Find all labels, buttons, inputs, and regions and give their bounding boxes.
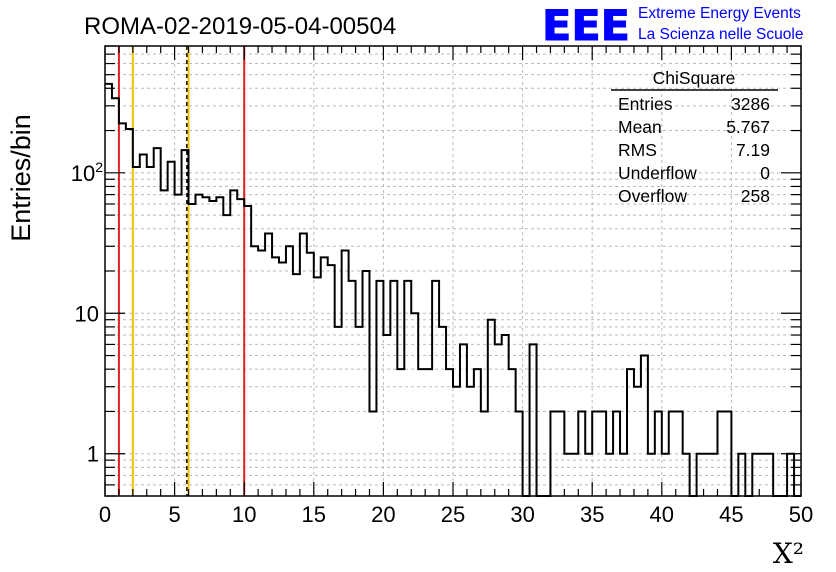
x-tick-label: 0 <box>99 502 111 527</box>
y-tick-label: 102 <box>71 159 103 186</box>
eee-logo: EEE Extreme Energy Events La Scienza nel… <box>542 1 804 51</box>
x-axis-label: X² <box>773 537 804 570</box>
stats-box: ChiSquare Entries 3286 Mean 5.767 RMS 7.19 Und… <box>611 68 778 206</box>
x-tick-label: 45 <box>719 502 743 527</box>
x-tick-label: 20 <box>371 502 395 527</box>
stats-label: RMS <box>618 140 657 160</box>
y-tick-labels: 1 10 102 <box>71 159 103 467</box>
x-tick-labels: 0 5 10 15 20 25 30 35 40 45 50 <box>99 502 813 527</box>
x-tick-label: 30 <box>510 502 534 527</box>
stats-label: Underflow <box>618 163 697 183</box>
logo-line-1: Extreme Energy Events <box>638 5 801 22</box>
histogram-outline <box>105 82 801 497</box>
stats-value: 258 <box>741 186 770 206</box>
stats-label: Entries <box>618 94 673 114</box>
x-tick-label: 25 <box>441 502 465 527</box>
x-tick-label: 35 <box>580 502 604 527</box>
stats-label: Mean <box>618 117 662 137</box>
stats-value: 0 <box>760 163 770 183</box>
y-tick-label: 10 <box>75 301 99 326</box>
x-tick-label: 10 <box>232 502 256 527</box>
x-tick-label: 50 <box>789 502 813 527</box>
stats-label: Overflow <box>618 186 687 206</box>
logo-line-2: La Scienza nelle Scuole <box>638 26 803 43</box>
x-tick-label: 5 <box>168 502 180 527</box>
y-axis-label: Entries/bin <box>6 114 36 242</box>
stats-value: 5.767 <box>726 117 770 137</box>
axis-ticks <box>104 45 802 497</box>
stats-title: ChiSquare <box>653 68 736 88</box>
stats-value: 3286 <box>731 94 770 114</box>
grid-lines <box>105 46 801 496</box>
y-tick-label: 1 <box>87 442 99 467</box>
x-tick-label: 40 <box>650 502 674 527</box>
run-title: ROMA-02-2019-05-04-00504 <box>84 13 396 40</box>
stats-rows: Entries 3286 Mean 5.767 RMS 7.19 Underflow 0 Ove… <box>618 94 770 206</box>
eee-logo-text: EEE <box>542 1 630 50</box>
x-tick-label: 15 <box>302 502 326 527</box>
stats-value: 7.19 <box>736 140 770 160</box>
